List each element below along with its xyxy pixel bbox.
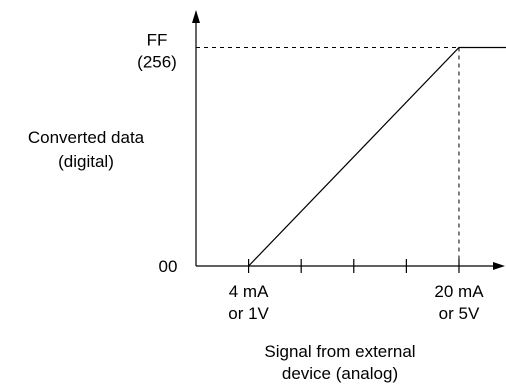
axes [192,10,505,270]
x-tick-label: 4 mA or 1V [228,282,269,323]
y-tick-label-line: (256) [137,53,177,72]
y-tick-label: FF (256) [137,31,177,72]
y-tick-label-line: 00 [159,257,178,276]
x-axis-title-line: device (analog) [282,364,398,383]
y-axis-arrowhead [192,10,200,23]
x-axis-ticks [247,259,460,273]
conversion-curve [248,46,506,267]
x-tick-label: 20 mA or 5V [434,282,484,323]
reference-lines [196,47,460,266]
series-layer [248,46,506,267]
x-tick-label-line: or 1V [228,304,269,323]
y-axis-title: Converted data (digital) [28,128,145,171]
labels: FF (256) 00 Converted data (digital) 4 mA or 1… [28,31,484,383]
x-tick-label-line: or 5V [439,304,480,323]
x-axis-arrowhead [493,262,505,270]
y-axis-title-line: Converted data [28,128,145,147]
x-axis-title: Signal from external device (analog) [264,342,415,383]
y-tick-label-line: FF [147,31,168,50]
x-tick-label-line: 20 mA [434,282,484,301]
x-axis-title-line: Signal from external [264,342,415,361]
y-axis-title-line: (digital) [58,152,114,171]
x-tick-label-line: 4 mA [229,282,269,301]
y-tick-label: 00 [159,257,178,276]
